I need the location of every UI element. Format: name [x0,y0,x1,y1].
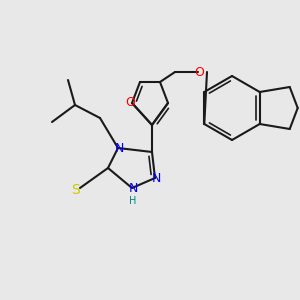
Text: O: O [125,97,135,110]
Text: S: S [70,183,80,197]
Text: N: N [128,182,138,196]
Text: O: O [194,67,204,80]
Text: H: H [129,196,137,206]
Text: N: N [151,172,161,185]
Text: N: N [114,142,124,155]
